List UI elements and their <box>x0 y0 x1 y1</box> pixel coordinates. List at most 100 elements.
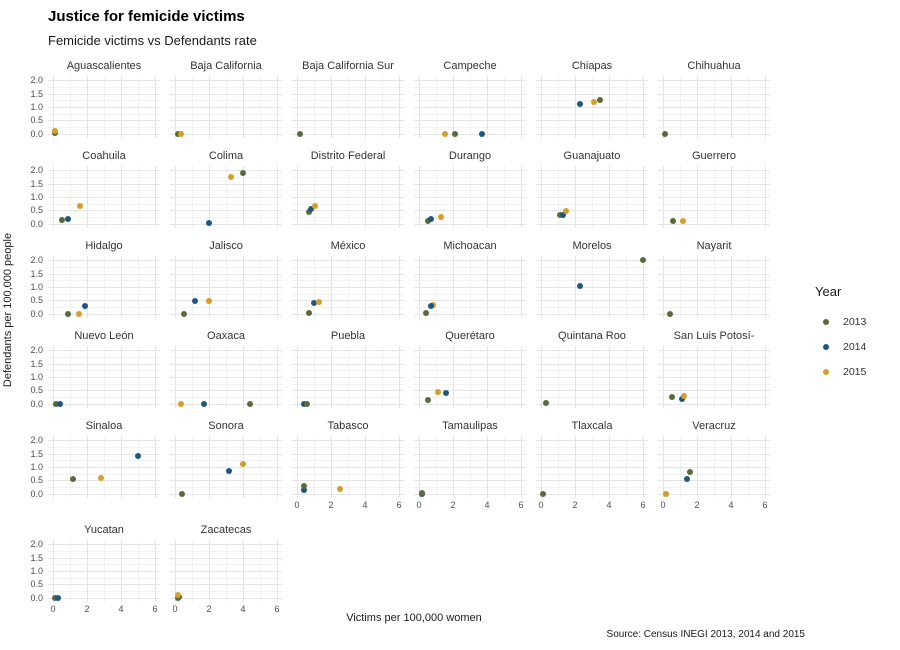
gridline <box>292 383 404 385</box>
facet-title: Tabasco <box>327 420 369 432</box>
data-point <box>51 594 58 601</box>
gridline <box>170 363 282 365</box>
facet-title: Nayarit <box>696 240 732 252</box>
facet: Guanajuato <box>536 146 648 228</box>
gridline <box>414 203 526 205</box>
x-tick-label: 6 <box>274 604 280 614</box>
y-tick-label: 1.5 <box>30 358 43 369</box>
gridline <box>292 190 404 192</box>
gridline <box>658 307 770 309</box>
gridline <box>414 480 526 482</box>
gridline <box>48 260 160 262</box>
y-tick-label: 2.0 <box>30 255 43 266</box>
legend-label: 2015 <box>843 365 867 378</box>
data-point <box>678 395 685 402</box>
gridline <box>658 446 770 448</box>
gridline <box>658 350 770 352</box>
gridline <box>48 273 160 275</box>
data-point <box>300 400 307 407</box>
facet-panel <box>170 76 282 138</box>
gridline <box>170 260 282 262</box>
gridline <box>48 190 160 192</box>
gridline <box>414 120 526 122</box>
y-tick-column: 2.0 1.5 1.0 0.5 0.0 <box>22 75 48 139</box>
gridline <box>536 280 648 282</box>
gridline <box>658 313 770 315</box>
y-tick-label: 1.0 <box>30 282 43 292</box>
gridline <box>170 217 282 219</box>
facet-panel <box>48 540 160 602</box>
gridline <box>48 113 160 115</box>
gridline <box>170 383 282 385</box>
x-tick-label: 6 <box>518 500 524 510</box>
facet-title: Baja California Sur <box>302 60 394 72</box>
data-point <box>451 130 458 137</box>
facet: Tlaxcala 0 2 4 6 <box>536 416 648 512</box>
data-point <box>300 482 307 489</box>
gridline <box>414 403 526 405</box>
gridline <box>170 397 282 399</box>
gridline <box>414 133 526 135</box>
gridline <box>536 453 648 455</box>
gridline <box>536 350 648 352</box>
facet-panel <box>170 256 282 318</box>
facet-title: Puebla <box>330 330 366 342</box>
gridline <box>170 597 282 599</box>
gridline <box>658 170 770 172</box>
data-point <box>239 461 246 468</box>
gridline <box>414 197 526 198</box>
x-tick-label: 0 <box>172 604 178 614</box>
data-point <box>53 400 60 407</box>
data-point <box>134 453 141 460</box>
gridline <box>292 127 404 129</box>
facet-panel <box>658 436 770 498</box>
gridline <box>414 183 526 185</box>
legend-label: 2013 <box>843 315 867 328</box>
gridline <box>414 300 526 302</box>
gridline <box>414 176 526 178</box>
facet-title: Oaxaca <box>207 330 245 342</box>
gridline <box>48 100 160 102</box>
gridline <box>170 86 282 88</box>
y-tick-label: 1.0 <box>30 102 43 112</box>
gridline <box>658 453 770 455</box>
facet-title: Veracruz <box>692 420 736 432</box>
x-tick-label: 6 <box>152 604 158 614</box>
gridline <box>414 377 526 378</box>
gridline <box>170 80 282 82</box>
gridline <box>170 113 282 115</box>
y-tick-label: 0.0 <box>30 592 43 603</box>
data-point <box>239 169 246 176</box>
gridline <box>48 203 160 205</box>
y-tick-label: 2.0 <box>30 165 43 176</box>
facet-panel <box>292 436 404 498</box>
facet-panel <box>414 436 526 498</box>
data-point <box>297 130 304 137</box>
facet: Aguascalientes <box>48 56 160 138</box>
gridline <box>536 80 648 82</box>
data-point <box>427 302 434 309</box>
gridline <box>170 564 282 566</box>
y-tick-label: 0.5 <box>30 475 43 486</box>
x-tick-label: 0 <box>294 500 300 510</box>
gridline <box>48 453 160 455</box>
gridline <box>414 86 526 88</box>
facet-title: Jalisco <box>209 240 243 252</box>
y-tick-label: 0.0 <box>30 488 43 499</box>
gridline <box>658 273 770 275</box>
facet-title: Sinaloa <box>85 420 123 432</box>
gridline <box>48 390 160 392</box>
gridline <box>292 440 404 442</box>
gridline <box>658 390 770 392</box>
gridline <box>536 307 648 309</box>
gridline <box>292 307 404 309</box>
gridline <box>536 183 648 185</box>
facet: Tamaulipas 0 2 4 6 <box>414 416 526 512</box>
data-point <box>443 390 450 397</box>
gridline <box>48 493 160 495</box>
gridline <box>658 460 770 462</box>
x-tick-label: 2 <box>328 500 334 510</box>
gridline <box>658 300 770 302</box>
facet-panel <box>292 346 404 408</box>
gridline <box>48 93 160 95</box>
